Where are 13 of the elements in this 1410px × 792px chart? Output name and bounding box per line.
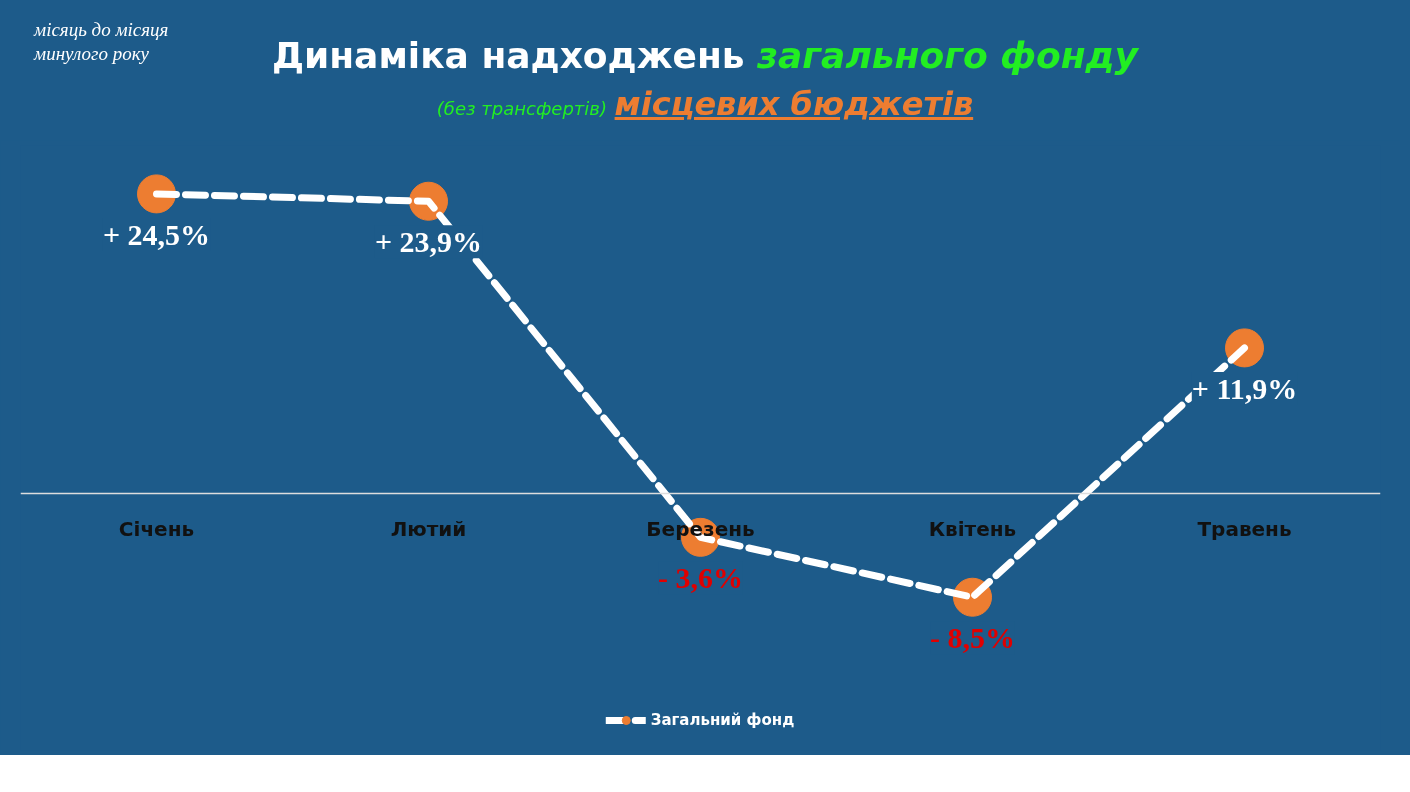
data-label: + 23,9% (374, 225, 483, 259)
x-tick-label: Лютий (390, 517, 467, 542)
chart-title: Динаміка надходжень загального фонду (271, 35, 1139, 76)
chart-subtitle: (без трансфертів) місцевих бюджетів (436, 85, 974, 123)
data-label: + 24,5% (102, 217, 211, 251)
x-tick-label: Січень (118, 517, 195, 542)
x-tick-label: Травень (1197, 517, 1292, 542)
x-tick-label: Квітень (928, 517, 1017, 542)
data-label: - 8,5% (930, 621, 1015, 655)
legend-label: Загальний фонд (650, 711, 795, 729)
data-label: - 3,6% (658, 561, 743, 595)
data-label: + 11,9% (1191, 371, 1298, 405)
text: місяць до місяця минулого року (34, 18, 170, 66)
